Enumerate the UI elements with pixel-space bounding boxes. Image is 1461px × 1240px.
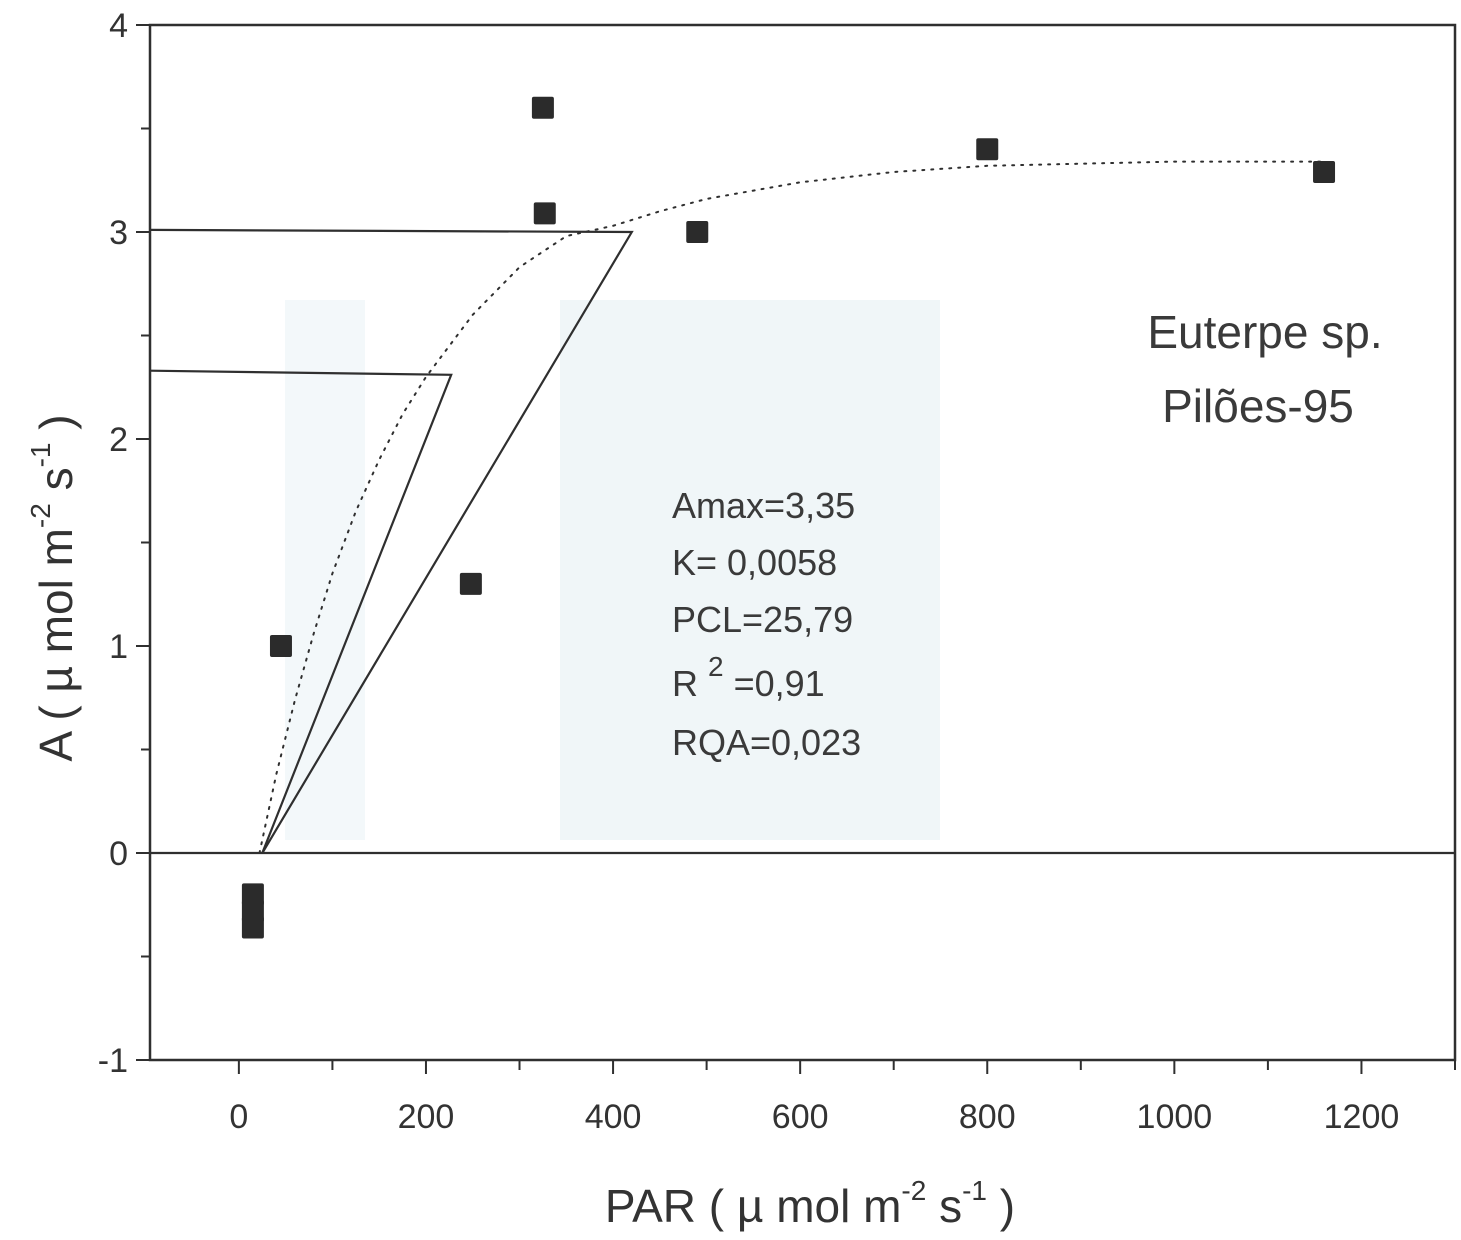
reference-lines bbox=[149, 228, 1455, 855]
amax-annotation: Amax=3,35 bbox=[672, 485, 855, 526]
data-point bbox=[976, 138, 999, 161]
data-point bbox=[269, 635, 292, 657]
pcl-annotation: PCL=25,79 bbox=[672, 599, 853, 640]
y-tick-label: 3 bbox=[109, 214, 128, 252]
y-tick-label: 0 bbox=[109, 835, 128, 873]
data-point bbox=[241, 899, 264, 922]
y-tick-label: 2 bbox=[109, 421, 128, 459]
reference-line-2 bbox=[149, 228, 634, 854]
data-point bbox=[241, 883, 264, 906]
x-axis-title: PAR ( µ mol m-2 s-1 ) bbox=[605, 1175, 1015, 1232]
y-tick-label: 1 bbox=[109, 628, 128, 666]
y-tick-label: -1 bbox=[98, 1042, 128, 1080]
data-point bbox=[533, 202, 556, 225]
site-label: Pilões-95 bbox=[1162, 380, 1354, 432]
data-points bbox=[241, 96, 1336, 939]
x-axis-ticks: 0 200 400 600 800 1000 1200 bbox=[229, 1060, 1456, 1136]
x-tick-label: 800 bbox=[959, 1098, 1016, 1136]
species-label: Euterpe sp. bbox=[1147, 306, 1382, 358]
data-point bbox=[459, 572, 482, 595]
data-point bbox=[531, 96, 554, 119]
x-tick-label: 1000 bbox=[1137, 1098, 1213, 1136]
rqa-annotation: RQA=0,023 bbox=[672, 722, 861, 763]
data-point bbox=[1313, 160, 1336, 183]
x-tick-label: 0 bbox=[229, 1098, 248, 1136]
y-tick-label: 4 bbox=[109, 7, 128, 45]
y-axis-ticks: -1 0 1 2 3 4 bbox=[98, 7, 150, 1080]
reference-line-1 bbox=[149, 369, 453, 854]
data-point bbox=[686, 221, 709, 243]
x-tick-label: 1200 bbox=[1324, 1098, 1400, 1136]
y-axis-title: A ( µ mol m-2 s-1 ) bbox=[25, 414, 82, 761]
data-point bbox=[241, 916, 264, 939]
k-annotation: K= 0,0058 bbox=[672, 542, 837, 583]
x-tick-label: 200 bbox=[398, 1098, 455, 1136]
x-tick-label: 400 bbox=[585, 1098, 642, 1136]
x-tick-label: 600 bbox=[772, 1098, 829, 1136]
watermark bbox=[285, 300, 940, 840]
